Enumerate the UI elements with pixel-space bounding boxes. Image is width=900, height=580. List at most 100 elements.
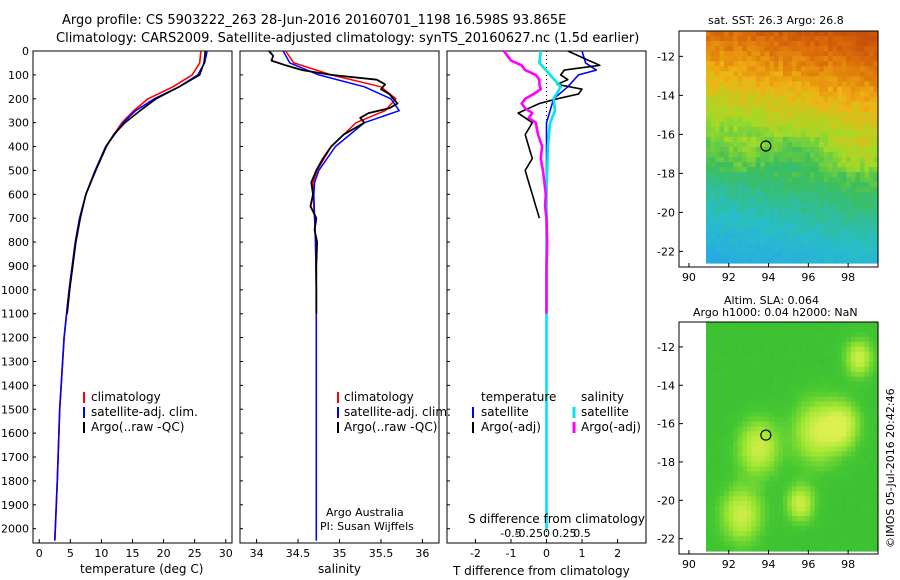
map-cell bbox=[810, 386, 816, 393]
map-cell bbox=[855, 526, 861, 532]
map-cell bbox=[868, 106, 875, 113]
map-cell bbox=[805, 126, 811, 133]
map-cell bbox=[841, 46, 847, 52]
map-cell bbox=[855, 356, 861, 363]
map-cell bbox=[782, 51, 789, 57]
map-cell bbox=[737, 391, 743, 398]
map-cell bbox=[823, 187, 829, 193]
map-cell bbox=[837, 466, 843, 472]
map-cell bbox=[832, 141, 838, 148]
map-cell bbox=[746, 511, 752, 517]
map-cell bbox=[773, 61, 780, 67]
map-cell bbox=[855, 341, 861, 348]
map-cell bbox=[841, 106, 847, 113]
map-cell bbox=[778, 257, 784, 264]
map-cell bbox=[724, 247, 730, 254]
map-cell bbox=[841, 187, 847, 193]
map-cell bbox=[760, 511, 766, 517]
map-cell bbox=[737, 501, 743, 507]
map-cell bbox=[755, 411, 761, 418]
map-cell bbox=[846, 91, 852, 98]
map-cell bbox=[719, 371, 725, 378]
map-cell bbox=[859, 247, 866, 254]
x-tick-label: 2 bbox=[614, 547, 621, 560]
map-cell bbox=[706, 396, 712, 403]
map-cell bbox=[733, 41, 739, 47]
depth-tick-label: 2000 bbox=[1, 523, 29, 536]
map-cell bbox=[764, 521, 770, 527]
map-cell bbox=[778, 436, 784, 443]
map-cell bbox=[737, 396, 743, 403]
map-cell bbox=[760, 31, 766, 37]
map-cell bbox=[724, 346, 730, 353]
map-cell bbox=[801, 91, 807, 98]
map-cell bbox=[737, 162, 743, 168]
map-cell bbox=[855, 61, 861, 67]
map-cell bbox=[805, 351, 811, 358]
map-cell bbox=[792, 351, 798, 358]
map-cell bbox=[737, 207, 743, 214]
map-cell bbox=[751, 336, 757, 343]
map-cell bbox=[773, 257, 780, 264]
map-cell bbox=[733, 496, 739, 502]
map-cell bbox=[769, 207, 775, 214]
map-cell bbox=[742, 207, 748, 214]
map-cell bbox=[832, 421, 838, 428]
map-cell bbox=[823, 441, 829, 448]
map-cell bbox=[796, 376, 802, 383]
map-cell bbox=[823, 456, 829, 462]
map-cell bbox=[742, 116, 748, 123]
map-cell bbox=[755, 202, 761, 209]
map-cell bbox=[837, 51, 843, 57]
map-cell bbox=[814, 541, 820, 547]
map-cell bbox=[832, 406, 838, 413]
map-cell bbox=[846, 421, 852, 428]
map-cell bbox=[733, 521, 739, 527]
map-cell bbox=[846, 371, 852, 378]
depth-tick-label: 1200 bbox=[1, 332, 29, 345]
map-cell bbox=[823, 257, 829, 264]
map-cell bbox=[864, 501, 870, 507]
map-cell bbox=[706, 366, 712, 373]
map-cell bbox=[706, 511, 712, 517]
map-cell bbox=[724, 411, 730, 418]
map-cell bbox=[755, 516, 761, 522]
map-cell bbox=[742, 126, 748, 133]
map-cell bbox=[760, 381, 766, 388]
map-cell bbox=[841, 116, 847, 123]
map-cell bbox=[773, 167, 780, 173]
map-cell bbox=[801, 511, 807, 517]
map-cell bbox=[855, 76, 861, 83]
map-cell bbox=[782, 466, 789, 472]
map-cell bbox=[728, 81, 734, 88]
map-cell bbox=[778, 481, 784, 487]
map-cell bbox=[773, 86, 780, 93]
map-cell bbox=[819, 81, 825, 88]
map-cell bbox=[832, 391, 838, 398]
map-cell bbox=[755, 356, 761, 363]
map-cell bbox=[859, 322, 866, 328]
map-cell bbox=[755, 222, 761, 229]
map-cell bbox=[724, 121, 730, 128]
map-cell bbox=[755, 136, 761, 143]
depth-tick-label: 300 bbox=[8, 117, 29, 130]
map-cell bbox=[773, 121, 780, 128]
map-cell bbox=[760, 76, 766, 83]
map-cell bbox=[787, 416, 793, 423]
map-cell bbox=[855, 31, 861, 37]
map-cell bbox=[710, 401, 716, 408]
map-cell bbox=[724, 376, 730, 383]
map-cell bbox=[859, 326, 866, 333]
map-cell bbox=[787, 461, 793, 467]
map-cell bbox=[850, 162, 856, 168]
map-cell bbox=[855, 531, 861, 537]
map-cell bbox=[782, 247, 789, 254]
map-cell bbox=[751, 31, 757, 37]
map-cell bbox=[792, 121, 798, 128]
map-cell bbox=[760, 162, 766, 168]
map-cell bbox=[841, 426, 847, 433]
map-cell bbox=[773, 466, 780, 472]
map-cell bbox=[724, 421, 730, 428]
map-cell bbox=[773, 356, 780, 363]
map-cell bbox=[832, 436, 838, 443]
